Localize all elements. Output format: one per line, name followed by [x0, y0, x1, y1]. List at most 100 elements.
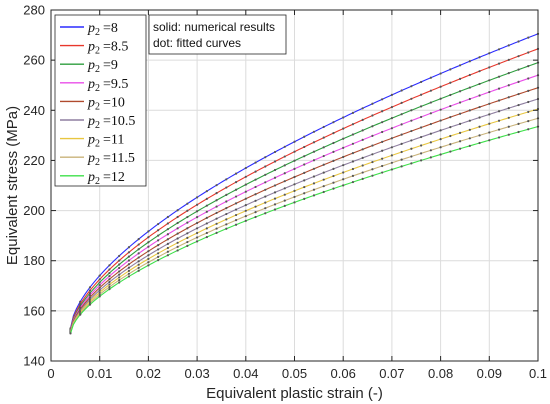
fitted-point — [312, 188, 316, 191]
fitted-point — [118, 279, 121, 282]
fitted-point — [225, 212, 228, 216]
fitted-point — [303, 145, 306, 149]
x-tick-label: 0 — [47, 366, 54, 381]
series — [69, 61, 540, 332]
fitted-point — [488, 139, 491, 142]
fitted-point — [342, 178, 345, 181]
fitted-point — [176, 237, 179, 240]
fitted-point — [166, 228, 169, 231]
fitted-point — [517, 130, 520, 134]
fitted-point — [225, 218, 228, 221]
fitted-point — [497, 87, 501, 90]
fitted-point — [186, 202, 189, 205]
fitted-point — [176, 209, 179, 212]
fitted-point — [351, 167, 355, 171]
fitted-point — [108, 268, 111, 271]
fitted-point — [293, 195, 296, 199]
series — [69, 86, 540, 333]
fitted-point — [497, 128, 501, 131]
fitted-point — [390, 117, 393, 120]
fitted-point — [205, 222, 208, 225]
fitted-point — [293, 175, 296, 179]
fitted-point — [215, 227, 218, 230]
fitted-point — [118, 254, 121, 258]
fitted-point — [264, 188, 267, 191]
fitted-point — [361, 148, 364, 151]
fitted-point — [196, 227, 199, 230]
fitted-point — [322, 154, 325, 158]
legend-label: p2 =8 — [87, 21, 118, 38]
fitted-point — [166, 222, 169, 225]
fitted-point — [390, 137, 393, 140]
fitted-point — [420, 115, 423, 119]
fitted-point — [420, 144, 423, 147]
fitted-point — [157, 259, 160, 262]
fitted-point — [166, 233, 169, 236]
fitted-point — [147, 257, 150, 260]
fitted-point — [127, 259, 131, 262]
fitted-point — [332, 121, 335, 124]
fitted-point — [98, 291, 101, 294]
fitted-point — [478, 141, 481, 145]
x-tick-label: 0.04 — [233, 366, 258, 381]
fitted-point — [205, 197, 208, 200]
fitted-point — [127, 255, 131, 258]
fitted-point — [205, 204, 208, 207]
fitted-point — [234, 181, 238, 184]
fitted-point — [342, 171, 345, 174]
fitted-point — [420, 105, 423, 108]
fitted-point — [215, 199, 218, 202]
fitted-point — [264, 181, 267, 184]
fitted-point — [254, 215, 257, 219]
fitted-point — [361, 129, 364, 132]
fitted-point — [468, 119, 471, 122]
fitted-point — [361, 164, 364, 167]
y-tick-label: 180 — [23, 253, 45, 268]
fitted-point — [166, 254, 169, 257]
x-tick-label: 0.01 — [87, 366, 112, 381]
fitted-point — [478, 82, 481, 86]
fitted-point — [312, 130, 316, 133]
fitted-point — [127, 246, 131, 249]
fitted-point — [283, 199, 286, 202]
fitted-point — [283, 145, 286, 148]
fitted-point — [332, 187, 335, 190]
fitted-point — [176, 241, 179, 244]
fitted-point — [244, 204, 247, 207]
fitted-point — [244, 197, 247, 200]
fitted-point — [293, 159, 296, 162]
fitted-point — [381, 164, 384, 168]
fitted-point — [420, 80, 423, 84]
fitted-point — [147, 236, 150, 239]
legend-label: p2 =11 — [87, 133, 124, 150]
fitted-point — [371, 144, 374, 147]
fitted-point — [439, 97, 442, 100]
fitted-point — [507, 125, 510, 128]
fitted-point — [127, 251, 131, 254]
annotation-line-1: solid: numerical results — [153, 20, 275, 34]
fitted-point — [186, 236, 189, 239]
fitted-point — [458, 77, 462, 80]
fitted-point — [108, 275, 111, 278]
fitted-point — [254, 185, 257, 189]
fitted-point — [449, 116, 452, 119]
fitted-point — [488, 79, 491, 82]
fitted-point — [166, 238, 169, 241]
fitted-point — [439, 72, 442, 75]
fitted-point — [127, 266, 131, 269]
fitted-point — [303, 185, 306, 189]
fitted-point — [157, 244, 160, 247]
fitted-point — [234, 195, 238, 198]
fitted-point — [449, 81, 452, 84]
fitted-point — [371, 114, 374, 117]
fitted-point — [488, 52, 491, 55]
fitted-point — [429, 156, 432, 159]
fitted-point — [196, 231, 199, 235]
fitted-point — [283, 204, 286, 208]
fitted-point — [429, 89, 432, 92]
fitted-point — [118, 266, 121, 270]
fitted-point — [264, 207, 267, 210]
fitted-point — [234, 223, 238, 226]
fitted-point — [127, 263, 131, 266]
fitted-point — [527, 110, 530, 114]
